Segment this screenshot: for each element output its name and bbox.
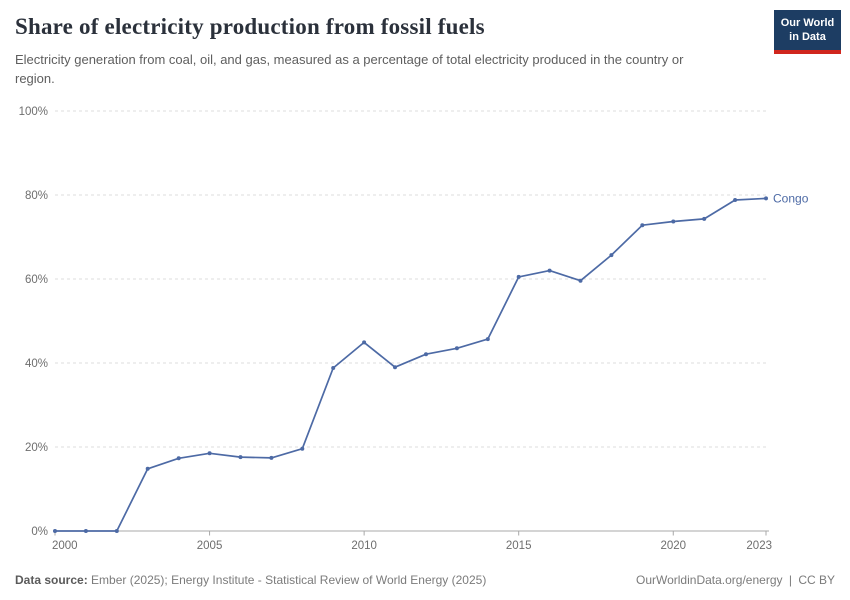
svg-text:60%: 60% [25, 274, 48, 286]
series-end-label[interactable]: Congo [773, 191, 809, 205]
footer-separator: | [788, 573, 792, 587]
svg-text:2023: 2023 [746, 540, 772, 552]
owid-logo-line2: in Data [789, 31, 826, 44]
footer-links: OurWorldinData.org/energy | CC BY [636, 573, 835, 587]
data-source-text: Ember (2025); Energy Institute - Statist… [91, 573, 487, 587]
svg-text:2005: 2005 [197, 540, 223, 552]
license-label[interactable]: CC BY [798, 573, 835, 587]
congo-line [54, 197, 767, 532]
y-axis-labels: 0% 20% 40% 60% 80% 100% [19, 106, 48, 538]
svg-text:20%: 20% [25, 442, 48, 454]
data-series[interactable] [53, 196, 768, 533]
svg-text:80%: 80% [25, 190, 48, 202]
svg-text:2010: 2010 [351, 540, 377, 552]
owid-logo: Our World in Data [774, 10, 841, 54]
owid-logo-line1: Our World [780, 17, 835, 29]
chart-footer: Data source: Ember (2025); Energy Instit… [15, 573, 835, 587]
data-source-label: Data source: [15, 573, 88, 587]
x-axis-ticks [54, 531, 767, 536]
svg-text:0%: 0% [31, 526, 48, 538]
svg-text:2000: 2000 [52, 540, 78, 552]
data-source: Data source: Ember (2025); Energy Instit… [15, 573, 486, 587]
y-gridlines [55, 110, 769, 532]
chart-subtitle: Electricity generation from coal, oil, a… [15, 52, 684, 86]
svg-text:2020: 2020 [660, 540, 686, 552]
svg-text:2015: 2015 [506, 540, 532, 552]
x-axis-labels: 2000 2005 2010 2015 2020 2023 [52, 540, 772, 552]
chart-title: Share of electricity production from fos… [15, 14, 485, 39]
congo-label: Congo [773, 191, 809, 205]
svg-text:100%: 100% [19, 106, 48, 118]
owid-url[interactable]: OurWorldinData.org/energy [635, 573, 783, 587]
svg-text:40%: 40% [25, 358, 48, 370]
